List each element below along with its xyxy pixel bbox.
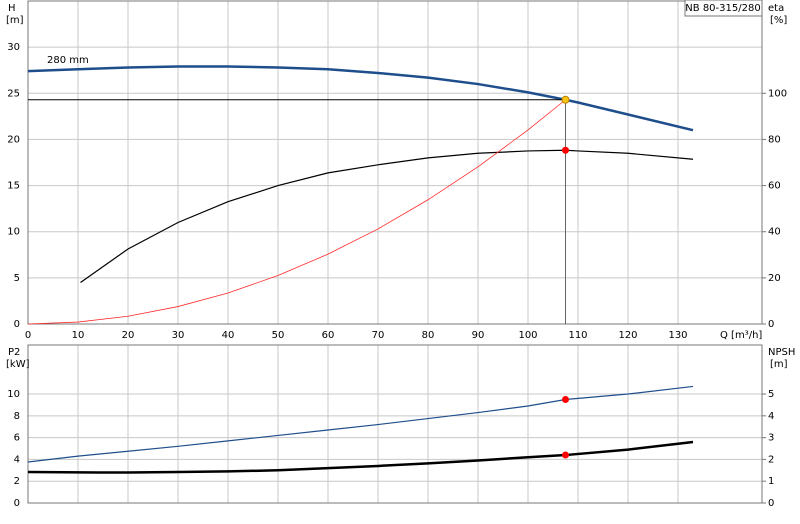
y2-tick-label: 20 [768,273,781,284]
x-tick-label: 70 [372,330,385,341]
x-tick-label: 30 [172,330,185,341]
series-line [27,440,694,474]
x-axis-label: Q [m³/h] [720,330,762,341]
data-point [561,95,570,104]
y-tick-label: 8 [14,411,20,422]
y2-tick-label: 0 [768,498,774,509]
x-tick-label: 20 [122,330,135,341]
series-line [80,149,694,283]
y-axis-unit: [kW] [6,359,30,370]
x-tick-label: 110 [568,330,587,341]
y-tick-label: 25 [7,88,20,99]
curve-label: 280 mm [47,55,89,66]
y2-tick-label: 0 [768,319,774,330]
series-line [27,99,566,325]
series-line [27,65,694,132]
y-tick-label: 10 [7,227,20,238]
x-tick-label: 80 [422,330,435,341]
x-tick-label: 40 [222,330,235,341]
y2-tick-label: 5 [768,389,774,400]
y2-tick-label: 1 [768,476,774,487]
y-tick-label: 10 [7,389,20,400]
x-tick-label: 60 [322,330,335,341]
y2-axis-label: NPSH [768,347,795,358]
chart-title: NB 80-315/280 [685,3,760,14]
x-tick-label: 130 [668,330,687,341]
y-axis-unit: [m] [6,15,24,26]
y-axis-label: P2 [8,347,20,358]
x-tick-label: 120 [618,330,637,341]
data-point [562,395,569,403]
y-axis-label: H [8,3,16,14]
y-tick-label: 15 [7,181,20,192]
y2-tick-label: 100 [768,88,787,99]
x-tick-label: 90 [472,330,485,341]
y-tick-label: 0 [14,319,20,330]
data-point [562,146,569,154]
title-box [684,0,763,17]
data-point [562,451,569,459]
y-tick-label: 2 [14,476,20,487]
y2-tick-label: 80 [768,134,781,145]
y-tick-label: 20 [7,134,20,145]
y2-axis-unit: [m] [770,359,788,370]
y-tick-label: 4 [14,454,20,465]
x-tick-label: 50 [272,330,285,341]
x-tick-label: 0 [25,330,31,341]
y2-tick-label: 2 [768,454,774,465]
y2-axis-label: eta [768,3,784,14]
plot-frame [27,0,763,325]
y2-tick-label: 60 [768,181,781,192]
y-tick-label: 0 [14,498,20,509]
y-tick-label: 30 [7,42,20,53]
x-tick-label: 100 [518,330,537,341]
y2-axis-unit: [%] [770,15,787,26]
y-tick-label: 5 [14,273,20,284]
y2-tick-label: 4 [768,411,774,422]
plot-frame [27,344,763,504]
y2-tick-label: 40 [768,227,781,238]
y2-tick-label: 3 [768,433,774,444]
series-line [27,385,694,463]
y-tick-label: 6 [14,433,20,444]
x-tick-label: 10 [72,330,85,341]
